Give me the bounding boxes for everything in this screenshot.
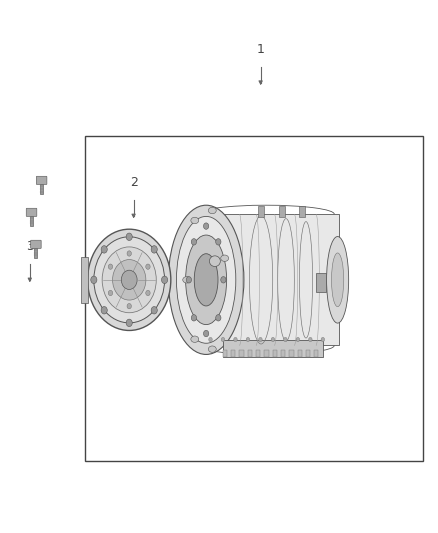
Ellipse shape xyxy=(191,336,199,342)
Circle shape xyxy=(108,264,113,269)
Bar xyxy=(240,350,244,358)
Circle shape xyxy=(101,246,107,253)
Bar xyxy=(265,350,268,358)
Bar xyxy=(256,350,260,358)
Text: 3: 3 xyxy=(26,240,34,253)
Ellipse shape xyxy=(194,254,218,306)
Circle shape xyxy=(204,330,209,337)
Ellipse shape xyxy=(208,207,216,214)
Bar xyxy=(279,206,285,217)
Circle shape xyxy=(209,337,212,342)
Bar xyxy=(81,257,88,303)
Circle shape xyxy=(221,337,225,342)
Bar xyxy=(290,350,293,358)
Circle shape xyxy=(146,290,150,296)
Ellipse shape xyxy=(209,256,220,266)
Bar xyxy=(223,340,323,358)
Circle shape xyxy=(151,246,157,253)
Ellipse shape xyxy=(221,255,229,261)
Circle shape xyxy=(101,306,107,314)
Ellipse shape xyxy=(327,237,349,323)
Circle shape xyxy=(271,337,275,342)
Circle shape xyxy=(234,337,237,342)
Bar xyxy=(299,206,305,217)
Bar xyxy=(316,273,325,292)
Ellipse shape xyxy=(94,237,165,323)
Circle shape xyxy=(108,290,113,296)
Circle shape xyxy=(126,233,132,240)
Ellipse shape xyxy=(208,346,216,352)
Circle shape xyxy=(146,264,150,269)
Text: 1: 1 xyxy=(257,43,265,56)
Circle shape xyxy=(221,277,226,283)
Ellipse shape xyxy=(186,235,226,325)
Bar xyxy=(273,350,277,358)
Ellipse shape xyxy=(332,253,344,306)
Circle shape xyxy=(151,306,157,314)
Bar xyxy=(40,184,43,195)
Circle shape xyxy=(204,223,209,229)
Circle shape xyxy=(162,276,168,284)
Circle shape xyxy=(127,251,131,256)
FancyBboxPatch shape xyxy=(26,208,37,216)
Bar xyxy=(231,350,235,358)
FancyBboxPatch shape xyxy=(31,240,41,248)
Bar xyxy=(258,206,264,217)
Bar xyxy=(298,350,302,358)
Bar xyxy=(30,216,33,227)
Ellipse shape xyxy=(113,260,146,300)
Circle shape xyxy=(215,239,221,245)
Circle shape xyxy=(215,314,221,321)
FancyBboxPatch shape xyxy=(36,176,47,184)
Bar xyxy=(35,248,37,259)
Circle shape xyxy=(259,337,262,342)
Circle shape xyxy=(321,337,325,342)
Ellipse shape xyxy=(191,217,199,224)
Circle shape xyxy=(191,239,197,245)
Ellipse shape xyxy=(121,270,137,289)
Circle shape xyxy=(309,337,312,342)
Ellipse shape xyxy=(168,205,244,354)
Text: 2: 2 xyxy=(130,176,138,189)
Circle shape xyxy=(284,337,287,342)
Bar xyxy=(85,136,423,461)
Bar xyxy=(314,350,318,358)
Ellipse shape xyxy=(183,277,191,283)
Bar xyxy=(281,350,285,358)
Circle shape xyxy=(127,303,131,309)
Circle shape xyxy=(246,337,250,342)
Circle shape xyxy=(186,277,191,283)
Circle shape xyxy=(191,314,197,321)
Bar xyxy=(248,350,252,358)
Ellipse shape xyxy=(177,216,236,343)
Circle shape xyxy=(126,319,132,327)
Bar xyxy=(206,214,339,345)
Circle shape xyxy=(91,276,97,284)
Ellipse shape xyxy=(102,247,156,313)
Circle shape xyxy=(296,337,300,342)
Bar xyxy=(223,350,227,358)
Ellipse shape xyxy=(88,229,171,330)
Bar xyxy=(306,350,310,358)
